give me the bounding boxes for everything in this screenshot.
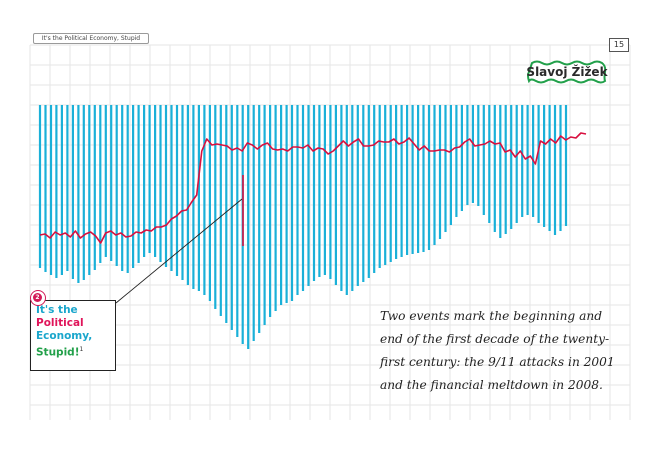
callout-title: It's the Political Economy, Stupid!1 — [36, 304, 116, 360]
author-badge: Slavoj Žižek — [526, 60, 608, 84]
callout-number: 2 — [33, 293, 42, 302]
callout-box: It's the Political Economy, Stupid!1 — [30, 300, 116, 371]
callout-leader-line — [115, 198, 243, 304]
callout-title-line4: Stupid!1 — [36, 343, 116, 360]
callout-title-stupid: Stupid! — [36, 346, 80, 359]
body-paragraph: Two events mark the beginning and end of… — [380, 305, 630, 397]
body-line-4: and the financial meltdown in 2008. — [380, 378, 603, 392]
author-name: Slavoj Žižek — [526, 65, 608, 79]
callout-title-line3: Economy, — [36, 330, 93, 342]
wavy-badge-frame — [527, 60, 607, 84]
body-line-2: end of the first decade of the twenty- — [380, 332, 610, 346]
callout-footnote-mark: 1 — [79, 346, 84, 353]
callout-number-badge: 2 — [30, 290, 46, 306]
bars-group — [38, 105, 568, 349]
running-header: It's the Political Economy, Stupid — [33, 33, 149, 44]
body-line-3: first century: the 9/11 attacks in 2001 — [380, 355, 615, 369]
callout-title-line2: Political — [36, 317, 84, 329]
red-line-series — [39, 132, 587, 244]
page-number: 15 — [609, 38, 629, 52]
body-line-1: Two events mark the beginning and — [380, 309, 603, 323]
callout-title-line1: It's the — [36, 304, 78, 316]
